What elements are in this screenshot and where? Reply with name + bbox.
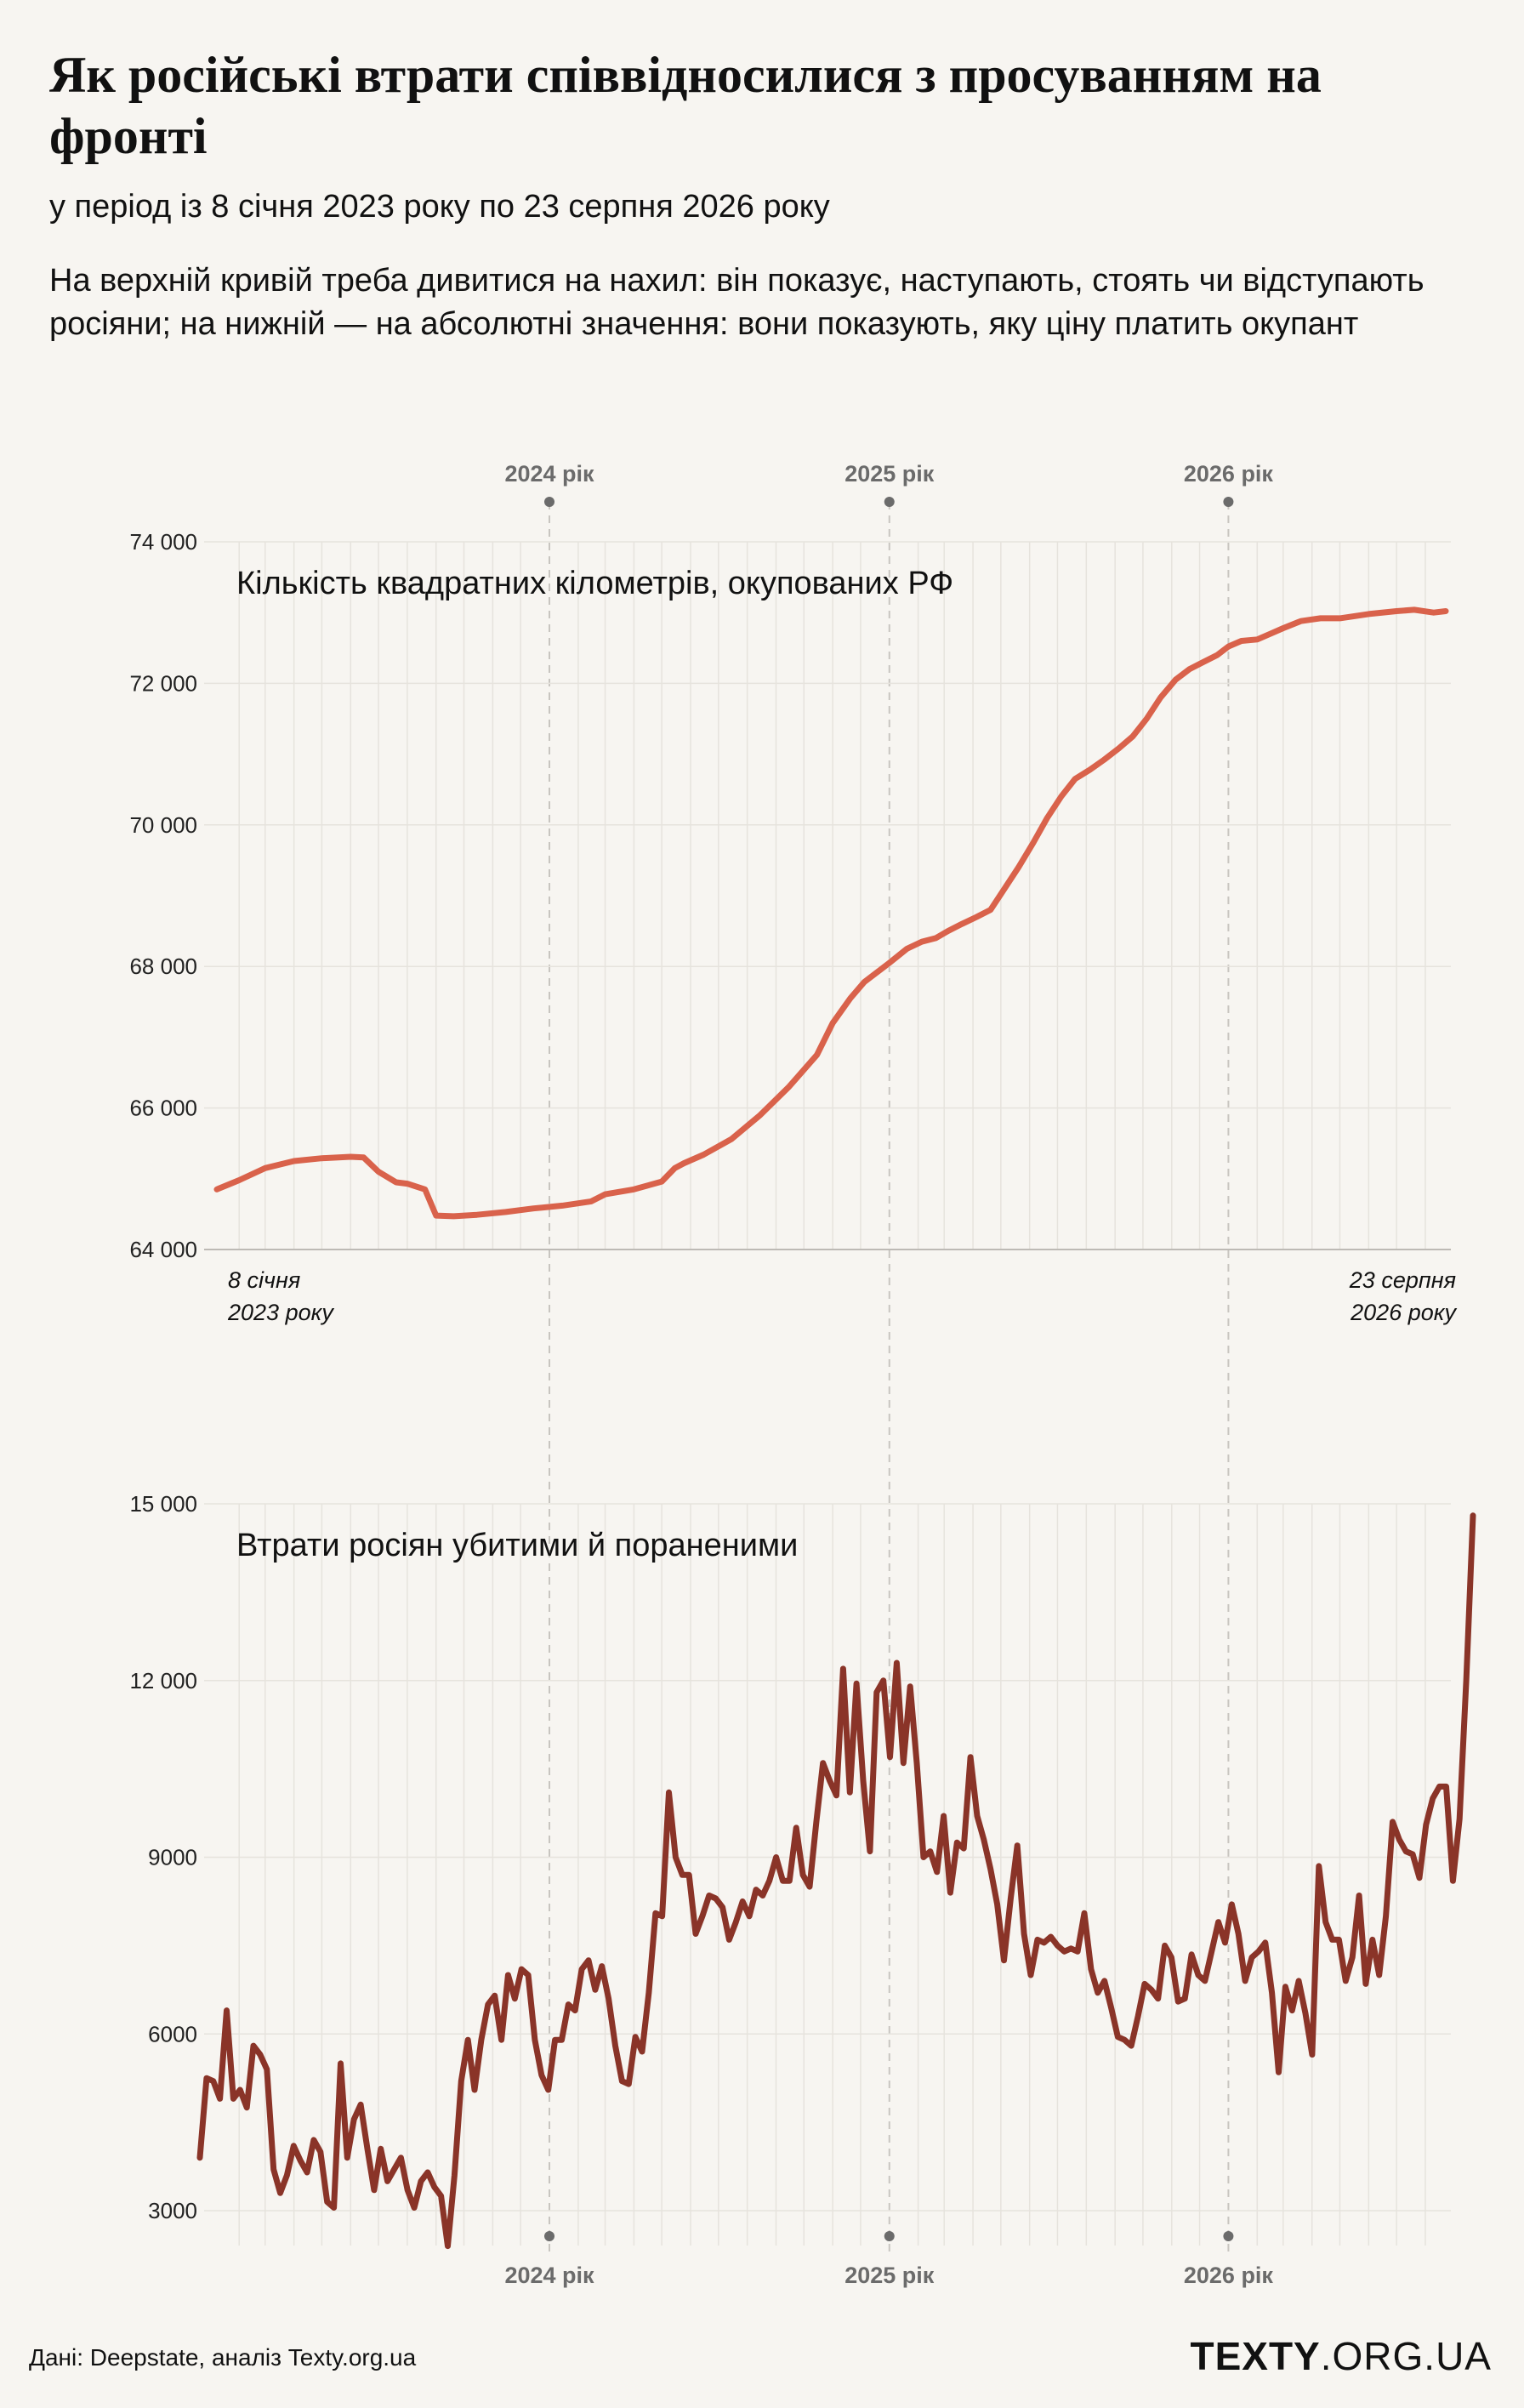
top-chart-y-tick: 72 000 bbox=[129, 670, 197, 696]
bottom-chart-y-tick: 3000 bbox=[148, 2198, 197, 2223]
bottom-chart-y-tick: 12 000 bbox=[129, 1668, 197, 1694]
territory-line bbox=[213, 606, 1449, 1220]
top-chart-x-start-label-line1: 8 січня bbox=[228, 1267, 300, 1293]
top-chart-y-tick: 74 000 bbox=[129, 529, 197, 555]
year-marker-dot-bottom bbox=[884, 2231, 895, 2241]
year-marker-dot-top bbox=[1223, 497, 1234, 507]
year-marker-label-bottom: 2025 рік bbox=[844, 2263, 935, 2288]
page-title: Як російські втрати співвідносилися з пр… bbox=[49, 47, 1322, 164]
brand-logo-suffix: .ORG.UA bbox=[1320, 2334, 1492, 2378]
year-marker-dot-top bbox=[884, 497, 895, 507]
year-marker-dot-bottom bbox=[1223, 2231, 1234, 2241]
year-marker-label-top: 2025 рік bbox=[844, 461, 935, 487]
page-description: На верхній кривій треба дивитися на нахи… bbox=[49, 263, 1424, 342]
data-source-note: Дані: Deepstate, аналіз Texty.org.ua bbox=[29, 2344, 417, 2371]
losses-line bbox=[196, 1512, 1476, 2250]
top-chart-y-tick: 66 000 bbox=[129, 1096, 197, 1121]
top-chart-x-start-label-line2: 2023 року bbox=[227, 1300, 334, 1325]
year-marker-label-top: 2024 рік bbox=[504, 461, 594, 487]
brand-logo-bold: TEXTY bbox=[1190, 2334, 1321, 2378]
year-marker-label-bottom: 2026 рік bbox=[1184, 2263, 1274, 2288]
charts-canvas: 2024 рік 2024 рік 2025 рік 2025 рік 2026 рік… bbox=[129, 461, 1476, 2288]
top-chart-x-end-label-line1: 23 серпня bbox=[1349, 1267, 1456, 1293]
bottom-chart-y-tick: 6000 bbox=[148, 2021, 197, 2047]
year-marker-label-top: 2026 рік bbox=[1184, 461, 1274, 487]
top-chart-y-tick: 70 000 bbox=[129, 812, 197, 838]
top-chart-x-end-label-line2: 2026 року bbox=[1350, 1300, 1457, 1325]
top-chart-y-tick: 68 000 bbox=[129, 954, 197, 979]
bottom-chart-y-tick: 9000 bbox=[148, 1845, 197, 1870]
year-marker-dot-bottom bbox=[544, 2231, 555, 2241]
bottom-chart-title: Втрати росіян убитими й пораненими bbox=[236, 1528, 798, 1563]
year-marker-dot-top bbox=[544, 497, 555, 507]
page-subtitle: у період із 8 січня 2023 року по 23 серп… bbox=[49, 189, 830, 225]
brand-logo[interactable]: TEXTY.ORG.UA bbox=[1191, 2334, 1493, 2378]
top-chart-title: Кількість квадратних кілометрів, окупова… bbox=[236, 566, 953, 601]
top-chart-y-tick: 64 000 bbox=[129, 1237, 197, 1262]
bottom-chart-y-tick: 15 000 bbox=[129, 1491, 197, 1517]
year-marker-label-bottom: 2024 рік bbox=[504, 2263, 594, 2288]
